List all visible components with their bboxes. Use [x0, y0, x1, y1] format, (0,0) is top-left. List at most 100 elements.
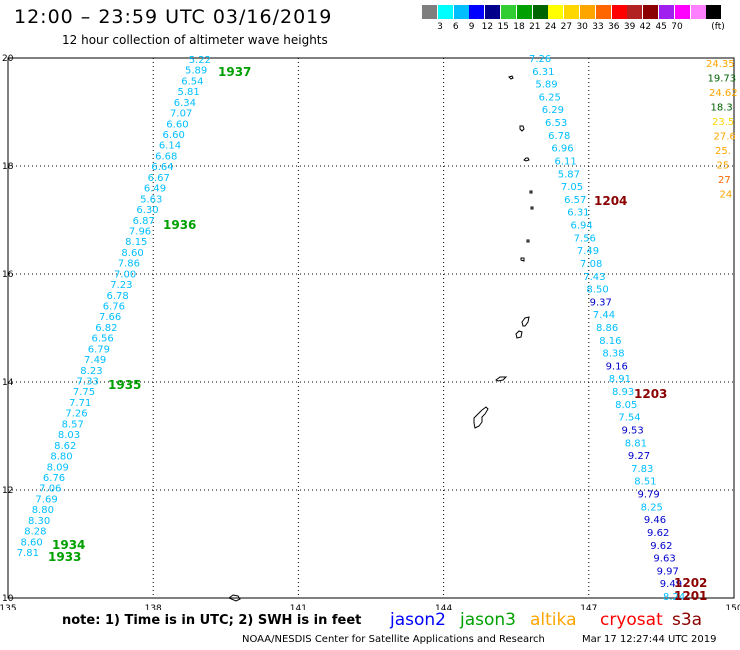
swh-value: 9.97	[657, 566, 679, 577]
island-outline	[228, 594, 241, 602]
swh-value: 25	[717, 161, 730, 172]
swh-value: 18.3	[711, 103, 733, 114]
legend-jason3: jason3	[460, 610, 516, 630]
island-outline	[529, 190, 533, 194]
map-grid	[8, 58, 734, 598]
swh-value: 8.86	[596, 323, 618, 334]
swh-value: 8.38	[602, 349, 624, 360]
swh-value: 6.25	[539, 92, 561, 103]
swh-value: 8.24	[663, 592, 685, 603]
swh-value: 8.60	[121, 248, 143, 259]
scale-swatch	[706, 5, 722, 19]
scale-swatch	[422, 5, 437, 19]
swh-value: 6.11	[555, 156, 577, 167]
scale-swatch	[485, 5, 501, 19]
swh-value: 6.53	[545, 118, 567, 129]
swh-value: 6.87	[133, 216, 155, 227]
footnote: note: 1) Time is in UTC; 2) SWH is in fe…	[62, 613, 362, 628]
swh-value: 25.	[715, 146, 731, 157]
scale-label: 3	[437, 22, 443, 32]
island-outline	[521, 316, 530, 327]
scale-label: 70	[671, 22, 683, 32]
swh-value: 8.57	[62, 419, 84, 430]
swh-value: 8.51	[634, 477, 656, 488]
scale-swatch	[643, 5, 659, 19]
island-outline	[526, 239, 530, 243]
scale-label: 27	[560, 22, 573, 32]
swh-value: 7.43	[583, 272, 605, 283]
x-tick-label: 135	[0, 604, 17, 610]
pass-time-label: 1201	[674, 589, 707, 603]
swh-value: 7.00	[114, 269, 136, 280]
swh-value: 5.87	[558, 169, 580, 180]
scale-label: 15	[497, 22, 509, 32]
scale-label: 30	[576, 22, 588, 32]
map-axes: 135 138 141 144 147 150 20 18 16 14 12 10	[0, 54, 740, 610]
map-footer: note: 1) Time is in UTC; 2) SWH is in fe…	[0, 610, 740, 650]
swh-value: 8.25	[641, 502, 663, 513]
scale-swatch	[548, 5, 564, 19]
swh-value: 7.75	[73, 387, 95, 398]
swh-value: 6.49	[144, 184, 166, 195]
scale-swatch	[532, 5, 548, 19]
swh-value: 24.35	[706, 59, 735, 70]
swh-value: 6.82	[95, 323, 117, 334]
swh-value: 9.62	[650, 541, 672, 552]
y-tick-label: 16	[2, 270, 14, 280]
scale-swatch	[453, 5, 469, 19]
swh-value: 6.54	[181, 76, 203, 87]
swh-value: 6.79	[88, 344, 110, 355]
scale-swatch	[580, 5, 595, 19]
swh-value: 5.89	[535, 80, 557, 91]
swh-value: 7.71	[69, 398, 91, 409]
page-subtitle: 12 hour collection of altimeter wave hei…	[62, 33, 328, 47]
pass-time-label: 1936	[163, 218, 196, 232]
swh-value: 9.46	[644, 515, 666, 526]
pass-time-label: 1934	[52, 538, 85, 552]
swh-value: 6.30	[136, 205, 158, 216]
swh-value: 7.26	[529, 54, 551, 65]
swh-value: 7.23	[110, 280, 132, 291]
swh-value: 5.89	[185, 66, 207, 77]
swh-value: 7.26	[65, 409, 87, 420]
swh-value: 6.31	[567, 208, 589, 219]
swh-value: 8.80	[50, 452, 72, 463]
swh-value: 24.62	[709, 88, 738, 99]
pass-time-label: 1202	[674, 576, 707, 590]
scale-swatch	[690, 5, 706, 19]
swh-value: 6.60	[163, 130, 185, 141]
swh-value: 5.81	[178, 87, 200, 98]
swh-value: 7.56	[574, 233, 596, 244]
island-outline	[473, 406, 489, 429]
swh-value: 23.5	[712, 117, 734, 128]
x-tick-label: 150	[725, 604, 740, 610]
swh-value: 24	[720, 190, 733, 201]
swh-value: 6.76	[103, 302, 125, 313]
swh-value: 8.91	[609, 374, 631, 385]
scale-swatch	[437, 5, 453, 19]
swh-value: 5.63	[140, 194, 162, 205]
swh-value: 6.64	[151, 162, 173, 173]
x-tick-label: 144	[435, 604, 452, 610]
swh-value: 7.49	[84, 355, 106, 366]
swh-value: 6.68	[155, 151, 177, 162]
scale-label: 36	[608, 22, 620, 32]
scale-unit: (ft)	[711, 22, 725, 32]
swh-value: 6.76	[43, 473, 65, 484]
swh-value: 8.03	[58, 430, 80, 441]
swh-value: 9.37	[590, 297, 612, 308]
y-tick-label: 12	[2, 486, 13, 496]
swh-value: 8.62	[54, 441, 76, 452]
swh-value: 9.27	[628, 451, 650, 462]
island-outline	[530, 206, 534, 210]
pass-time-label: 1935	[108, 378, 141, 392]
swh-value: 9.16	[606, 361, 628, 372]
scale-label: 6	[452, 22, 459, 32]
scale-label: 24	[544, 22, 557, 32]
island-outline	[520, 257, 525, 262]
scale-swatch	[564, 5, 580, 19]
swh-value: 6.29	[542, 105, 564, 116]
swh-value: 7.96	[129, 226, 151, 237]
legend-s3a: s3a	[672, 610, 703, 630]
